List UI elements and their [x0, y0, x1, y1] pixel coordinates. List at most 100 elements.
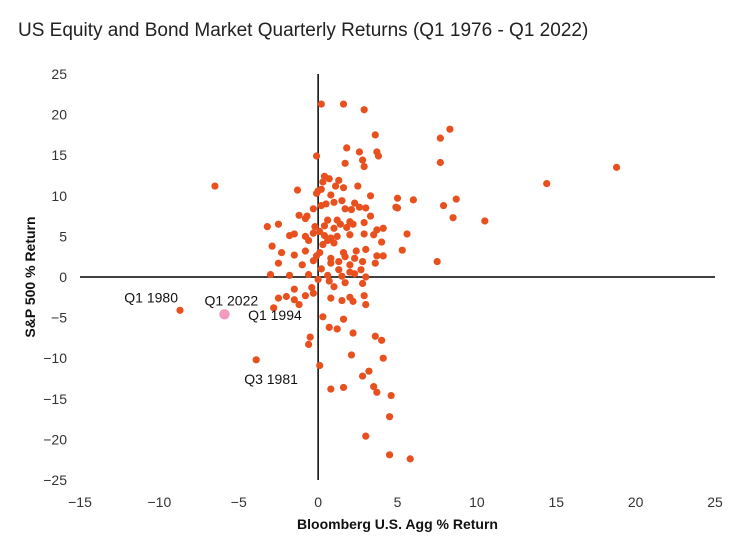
data-point [379, 224, 387, 232]
y-tick-label: −15 [43, 391, 67, 407]
annotation-label: Q1 2022 [204, 292, 258, 308]
data-point [317, 185, 325, 193]
data-point [357, 266, 365, 274]
data-point [327, 294, 335, 302]
data-point [285, 231, 294, 240]
y-tick-label: 10 [51, 188, 67, 204]
data-point [358, 279, 367, 288]
data-point [360, 292, 368, 300]
y-tick-label: −25 [43, 472, 67, 488]
data-point [436, 134, 444, 142]
data-point [398, 246, 406, 254]
data-point [341, 279, 349, 287]
data-point [379, 252, 387, 260]
data-point [378, 336, 386, 344]
data-point [316, 361, 324, 370]
data-point [317, 100, 325, 108]
data-point [319, 313, 327, 321]
data-point [355, 203, 363, 211]
data-point [301, 247, 310, 255]
data-point [346, 261, 354, 269]
data-point [308, 283, 316, 292]
data-point [301, 214, 310, 223]
data-point [335, 266, 343, 274]
data-point [343, 144, 351, 152]
data-point [349, 329, 357, 337]
y-tick-label: 20 [51, 107, 67, 123]
data-point [314, 275, 322, 284]
data-point [290, 251, 298, 259]
data-point [290, 296, 298, 304]
data-point [301, 292, 310, 300]
data-point [346, 231, 354, 239]
data-point [309, 289, 317, 297]
data-point [355, 148, 363, 156]
data-point [452, 195, 460, 203]
data-point [339, 383, 348, 392]
data-point [358, 257, 367, 266]
chart-title: US Equity and Bond Market Quarterly Retu… [18, 20, 589, 41]
data-point [176, 306, 184, 314]
data-point [324, 236, 332, 245]
highlight-point-q1-2022 [219, 309, 230, 320]
data-point [371, 259, 379, 267]
data-point [333, 325, 341, 333]
x-tick-label: 25 [707, 494, 723, 510]
data-point [305, 340, 313, 348]
data-point [316, 227, 324, 236]
y-tick-labels: −25 −20 −15 −10 −5 0 5 10 15 20 25 [43, 66, 67, 488]
y-tick-label: 15 [51, 147, 67, 163]
data-point [360, 106, 368, 114]
data-point [330, 224, 338, 232]
data-point [349, 220, 357, 228]
data-point [311, 223, 319, 231]
data-point [409, 196, 417, 204]
x-tick-label: 15 [548, 494, 564, 510]
data-point [327, 191, 335, 199]
data-point [295, 211, 303, 219]
data-point [387, 391, 395, 400]
data-point [378, 238, 386, 246]
data-point [360, 230, 368, 238]
data-point [370, 383, 378, 391]
data-point [362, 204, 370, 212]
data-point [325, 323, 333, 331]
data-point [433, 257, 441, 266]
data-point [347, 206, 356, 214]
data-point [362, 301, 370, 309]
data-point [317, 201, 325, 210]
data-point [339, 100, 348, 108]
data-point [449, 214, 457, 222]
data-point [373, 388, 381, 396]
data-point [325, 175, 333, 183]
data-point [366, 212, 375, 220]
data-point [268, 242, 276, 250]
data-point [306, 333, 314, 341]
data-point [352, 247, 360, 255]
data-point [319, 240, 327, 249]
data-point [274, 220, 283, 228]
data-point [339, 184, 348, 192]
data-point [341, 159, 349, 167]
data-point [360, 162, 368, 171]
data-point [338, 296, 346, 305]
y-axis-label: S&P 500 % Return [22, 216, 38, 337]
x-tick-label: −15 [68, 494, 92, 510]
x-tick-labels: −15 −10 −5 0 5 10 15 20 25 [68, 494, 723, 510]
data-point [612, 163, 621, 171]
data-point [362, 245, 370, 253]
annotation-label: Q1 1980 [124, 289, 178, 305]
data-point [362, 273, 370, 281]
data-point [379, 354, 387, 362]
data-point [282, 292, 290, 301]
data-point [295, 301, 303, 309]
y-tick-label: 5 [59, 228, 67, 244]
annotation-label: Q1 1994 [248, 307, 302, 323]
data-point [309, 205, 317, 213]
data-point [393, 204, 402, 212]
data-point [343, 223, 351, 232]
data-point [339, 315, 348, 323]
data-point [290, 285, 298, 293]
